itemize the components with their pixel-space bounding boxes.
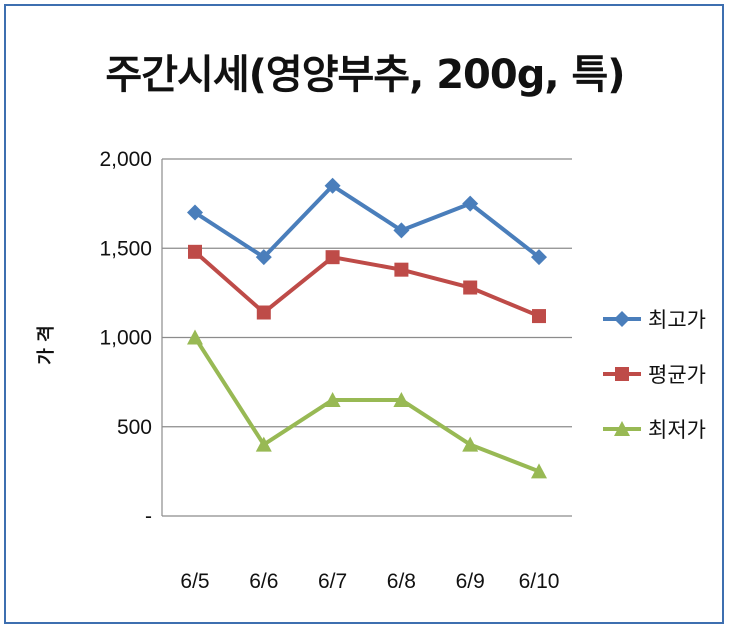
data-point [187, 204, 203, 221]
chart-title: 주간시세(영양부추, 200g, 특) [105, 52, 625, 98]
chart-frame [4, 4, 724, 624]
data-point [393, 391, 410, 407]
data-point [187, 329, 203, 345]
data-point [394, 262, 409, 277]
y-tick-label: 1,000 [99, 327, 152, 350]
x-tick-label: 6/8 [387, 570, 416, 593]
data-point [255, 436, 272, 452]
data-point [324, 391, 341, 407]
legend-marker [614, 421, 630, 436]
y-tick-label: 2,000 [99, 148, 152, 171]
x-tick-label: 6/10 [519, 570, 560, 593]
y-tick-label: - [145, 505, 152, 528]
series-line [193, 336, 540, 474]
legend-marker [615, 367, 629, 381]
data-point [324, 177, 341, 194]
y-axis-label: 가 격 [36, 325, 57, 364]
series-line [193, 183, 541, 260]
x-tick-label: 6/6 [249, 570, 278, 593]
data-point [325, 250, 340, 265]
x-tick-label: 6/5 [180, 570, 209, 593]
data-point [531, 463, 547, 479]
y-tick-label: 500 [117, 416, 152, 439]
data-point [463, 280, 478, 295]
data-point [462, 195, 479, 212]
x-tick-label: 6/7 [318, 570, 347, 593]
data-point [393, 222, 410, 239]
data-point [188, 244, 202, 259]
data-point [255, 249, 272, 266]
data-point [462, 436, 479, 452]
legend-label: 최고가 [648, 308, 706, 332]
data-point [256, 305, 271, 320]
legend-label: 최저가 [648, 418, 706, 442]
series-line [193, 250, 540, 318]
legend-marker [614, 311, 630, 327]
data-point [531, 249, 547, 266]
legend-label: 평균가 [648, 363, 706, 387]
x-tick-label: 6/9 [456, 570, 485, 593]
y-tick-label: 1,500 [99, 237, 152, 260]
data-point [532, 309, 546, 324]
